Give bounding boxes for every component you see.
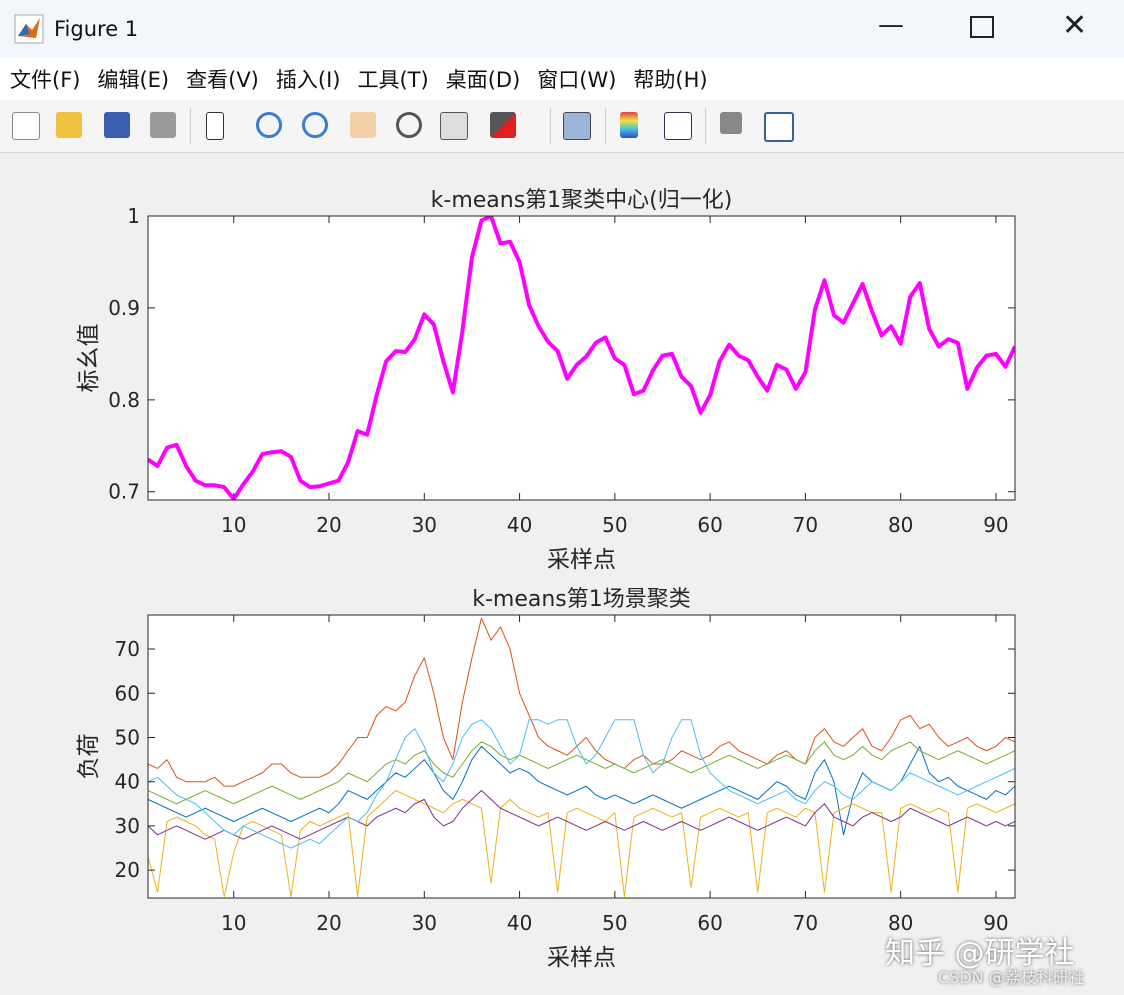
app-icon: [14, 14, 44, 44]
separator: [190, 108, 191, 144]
open-button[interactable]: [56, 112, 82, 138]
x-tick-label: 80: [888, 513, 913, 537]
chart-title: k-means第1场景聚类: [472, 587, 691, 612]
x-tick-label: 70: [793, 911, 818, 935]
y-tick-label: 30: [115, 814, 140, 838]
x-axis-label: 采样点: [547, 547, 616, 573]
separator: [550, 108, 551, 144]
y-tick-label: 40: [115, 770, 140, 794]
axes-background: [148, 615, 1015, 898]
axes-box: [147, 614, 1016, 899]
x-tick-label: 60: [697, 911, 722, 935]
link-button[interactable]: [563, 112, 591, 140]
y-tick-label: 0.9: [108, 296, 140, 320]
zoom-in-button[interactable]: [256, 112, 282, 138]
y-tick-label: 60: [115, 681, 140, 705]
print-button[interactable]: [150, 112, 176, 138]
menu-item[interactable]: 窗口(W): [537, 68, 617, 92]
menu-item[interactable]: 工具(T): [357, 68, 429, 92]
x-tick-label: 90: [983, 513, 1008, 537]
hide-tools-button[interactable]: [720, 112, 742, 134]
save-button[interactable]: [104, 112, 130, 138]
menu-item[interactable]: 桌面(D): [445, 68, 521, 92]
x-tick-label: 30: [412, 513, 437, 537]
data-line: [148, 790, 1015, 840]
watermark-sub: CSDN @荔枝科研社: [938, 968, 1085, 987]
y-tick-label: 0.7: [108, 480, 140, 504]
separator: [605, 108, 606, 144]
data-line: [148, 790, 1015, 898]
menu-item[interactable]: 插入(I): [275, 68, 341, 92]
x-tick-label: 10: [221, 513, 246, 537]
rotate-button[interactable]: [396, 112, 422, 138]
legend-button[interactable]: [664, 112, 692, 140]
y-tick-label: 1: [127, 204, 140, 228]
y-tick-label: 50: [115, 725, 140, 749]
brush-button[interactable]: [490, 112, 516, 138]
x-tick-label: 40: [507, 513, 532, 537]
data-line: [148, 216, 1015, 500]
x-tick-label: 50: [602, 911, 627, 935]
x-tick-label: 90: [983, 911, 1008, 935]
menu-item[interactable]: 文件(F): [10, 68, 81, 92]
x-tick-label: 20: [316, 911, 341, 935]
menu-item[interactable]: 编辑(E): [97, 68, 170, 92]
chart-title: k-means第1聚类中心(归一化): [431, 188, 733, 213]
pan-button[interactable]: [350, 112, 376, 138]
colorbar-button[interactable]: [620, 112, 638, 138]
x-tick-label: 20: [316, 513, 341, 537]
y-axis-label: 负荷: [76, 734, 102, 780]
data-line: [148, 745, 1015, 836]
x-tick-label: 80: [888, 911, 913, 935]
minimize-button[interactable]: —: [878, 10, 904, 40]
zoom-out-button[interactable]: [302, 112, 328, 138]
y-axis-label: 标幺值: [76, 324, 102, 393]
y-tick-label: 70: [115, 637, 140, 661]
x-tick-label: 10: [221, 911, 246, 935]
x-tick-label: 40: [507, 911, 532, 935]
separator: [705, 108, 706, 144]
close-button[interactable]: ✕: [1062, 8, 1088, 43]
x-tick-label: 70: [793, 513, 818, 537]
watermark: 知乎 @研学社: [885, 936, 1075, 971]
data-cursor-button[interactable]: [440, 112, 468, 140]
title-bar: Figure 1 — ✕: [0, 0, 1124, 58]
data-line: [148, 617, 1015, 787]
y-tick-label: 20: [115, 858, 140, 882]
maximize-button[interactable]: [970, 16, 994, 38]
window-title: Figure 1: [54, 17, 139, 41]
dock-button[interactable]: [764, 112, 794, 142]
x-tick-label: 50: [602, 513, 627, 537]
select-button[interactable]: [206, 112, 224, 140]
axes-background: [148, 216, 1015, 500]
x-axis-label: 采样点: [547, 945, 616, 971]
x-tick-label: 30: [412, 911, 437, 935]
axes-box: [147, 215, 1016, 501]
x-tick-label: 60: [697, 513, 722, 537]
menu-item[interactable]: 查看(V): [186, 68, 259, 92]
y-tick-label: 0.8: [108, 388, 140, 412]
new-figure-button[interactable]: [12, 112, 40, 140]
toolbar: [0, 100, 1124, 153]
data-line: [148, 741, 1015, 805]
menu-bar: 文件(F) 编辑(E) 查看(V) 插入(I) 工具(T) 桌面(D) 窗口(W) 帮助(H): [0, 58, 1124, 100]
data-line: [148, 719, 1015, 849]
menu-item[interactable]: 帮助(H): [633, 68, 708, 92]
